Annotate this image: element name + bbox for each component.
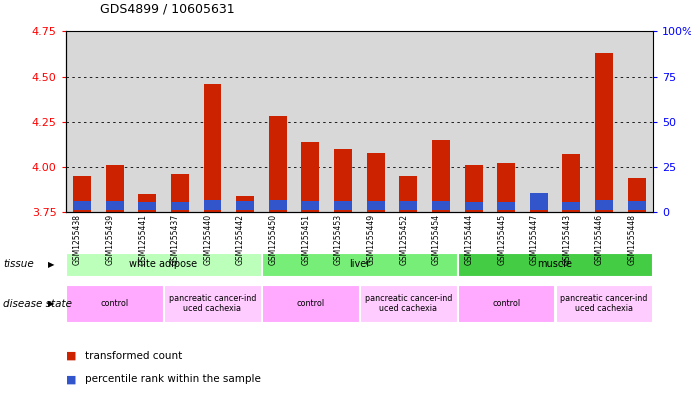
- Bar: [432, 140, 450, 212]
- Text: GSM1255450: GSM1255450: [269, 214, 278, 265]
- Text: pancreatic cancer-ind
uced cachexia: pancreatic cancer-ind uced cachexia: [560, 294, 647, 313]
- Text: pancreatic cancer-ind
uced cachexia: pancreatic cancer-ind uced cachexia: [365, 294, 452, 313]
- Text: GDS4899 / 10605631: GDS4899 / 10605631: [100, 3, 235, 16]
- Bar: [595, 200, 613, 209]
- Bar: [171, 202, 189, 209]
- Text: white adipose: white adipose: [129, 259, 198, 269]
- Text: GSM1255453: GSM1255453: [334, 214, 343, 265]
- Bar: [138, 202, 156, 209]
- Text: muscle: muscle: [538, 259, 573, 269]
- Bar: [334, 149, 352, 212]
- Bar: [627, 201, 645, 209]
- Bar: [367, 152, 385, 212]
- Bar: [66, 253, 261, 276]
- Text: GSM1255447: GSM1255447: [530, 214, 539, 265]
- Text: control: control: [100, 299, 129, 308]
- Text: transformed count: transformed count: [85, 351, 182, 361]
- Text: pancreatic cancer-ind
uced cachexia: pancreatic cancer-ind uced cachexia: [169, 294, 256, 313]
- Bar: [556, 285, 652, 322]
- Bar: [204, 200, 221, 209]
- Text: control: control: [296, 299, 325, 308]
- Bar: [464, 202, 482, 209]
- Text: GSM1255451: GSM1255451: [301, 214, 310, 265]
- Bar: [138, 194, 156, 212]
- Text: ▶: ▶: [48, 299, 55, 308]
- Text: disease state: disease state: [3, 299, 73, 309]
- Bar: [204, 84, 221, 212]
- Text: GSM1255454: GSM1255454: [432, 214, 441, 265]
- Bar: [301, 142, 319, 212]
- Bar: [627, 178, 645, 212]
- Text: GSM1255438: GSM1255438: [73, 214, 82, 265]
- Text: GSM1255448: GSM1255448: [627, 214, 636, 265]
- Bar: [301, 201, 319, 209]
- Bar: [262, 253, 457, 276]
- Bar: [269, 116, 287, 212]
- Bar: [530, 203, 548, 212]
- Bar: [595, 53, 613, 212]
- Text: GSM1255446: GSM1255446: [595, 214, 604, 265]
- Text: tissue: tissue: [3, 259, 35, 269]
- Text: percentile rank within the sample: percentile rank within the sample: [85, 374, 261, 384]
- Text: GSM1255444: GSM1255444: [464, 214, 473, 265]
- Bar: [562, 202, 580, 209]
- Text: GSM1255442: GSM1255442: [236, 214, 245, 265]
- Text: GSM1255441: GSM1255441: [138, 214, 147, 265]
- Bar: [334, 201, 352, 209]
- Text: ■: ■: [66, 374, 76, 384]
- Text: liver: liver: [349, 259, 370, 269]
- Bar: [236, 201, 254, 209]
- Bar: [106, 201, 124, 209]
- Bar: [458, 285, 554, 322]
- Bar: [399, 201, 417, 209]
- Bar: [458, 253, 652, 276]
- Bar: [106, 165, 124, 212]
- Bar: [432, 201, 450, 209]
- Text: GSM1255439: GSM1255439: [106, 214, 115, 265]
- Bar: [262, 285, 359, 322]
- Text: ▶: ▶: [48, 260, 55, 269]
- Bar: [367, 201, 385, 209]
- Bar: [171, 174, 189, 212]
- Text: ■: ■: [66, 351, 76, 361]
- Bar: [236, 196, 254, 212]
- Text: GSM1255443: GSM1255443: [562, 214, 571, 265]
- Text: GSM1255440: GSM1255440: [203, 214, 212, 265]
- Bar: [464, 165, 482, 212]
- Bar: [399, 176, 417, 212]
- Text: GSM1255452: GSM1255452: [399, 214, 408, 265]
- Text: GSM1255445: GSM1255445: [497, 214, 506, 265]
- Bar: [66, 285, 163, 322]
- Bar: [73, 176, 91, 212]
- Text: GSM1255449: GSM1255449: [367, 214, 376, 265]
- Text: control: control: [492, 299, 520, 308]
- Bar: [164, 285, 261, 322]
- Bar: [530, 193, 548, 209]
- Bar: [73, 201, 91, 209]
- Bar: [498, 202, 515, 209]
- Bar: [269, 200, 287, 209]
- Text: GSM1255437: GSM1255437: [171, 214, 180, 265]
- Bar: [360, 285, 457, 322]
- Bar: [498, 163, 515, 212]
- Bar: [562, 154, 580, 212]
